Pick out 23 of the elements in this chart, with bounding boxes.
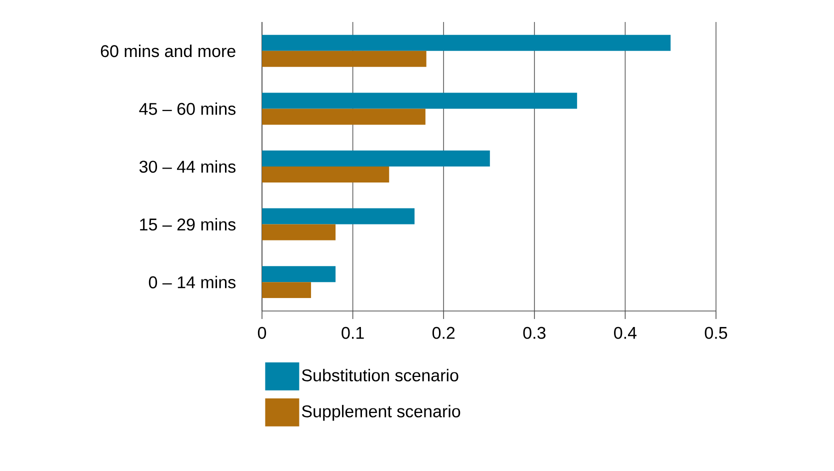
bar xyxy=(262,150,490,167)
y-tick-label: 0 – 14 mins xyxy=(148,276,236,288)
bar xyxy=(262,34,671,51)
bar xyxy=(262,108,426,125)
bar xyxy=(262,166,390,183)
bar xyxy=(262,208,415,224)
y-tick-label: 60 mins and more xyxy=(100,44,236,58)
x-tick-label: 0 xyxy=(258,326,266,339)
legend-label: Supplement scenario xyxy=(302,404,460,421)
y-tick-label: 15 – 29 mins xyxy=(140,218,236,231)
x-tick-label: 0.4 xyxy=(614,326,637,339)
bar xyxy=(262,266,336,282)
bar xyxy=(262,92,578,109)
x-tick-label: 0.5 xyxy=(704,326,728,339)
legend-label: Substitution scenario xyxy=(302,368,458,382)
y-tick-label: 45 – 60 mins xyxy=(139,102,236,115)
bar xyxy=(262,224,336,240)
x-tick-label: 0.1 xyxy=(342,326,364,339)
x-tick-label: 0.2 xyxy=(432,326,455,339)
x-tick-label: 0.3 xyxy=(523,326,546,339)
bar xyxy=(262,282,312,298)
bar xyxy=(262,50,426,67)
y-tick-label: 30 – 44 mins xyxy=(139,160,236,173)
